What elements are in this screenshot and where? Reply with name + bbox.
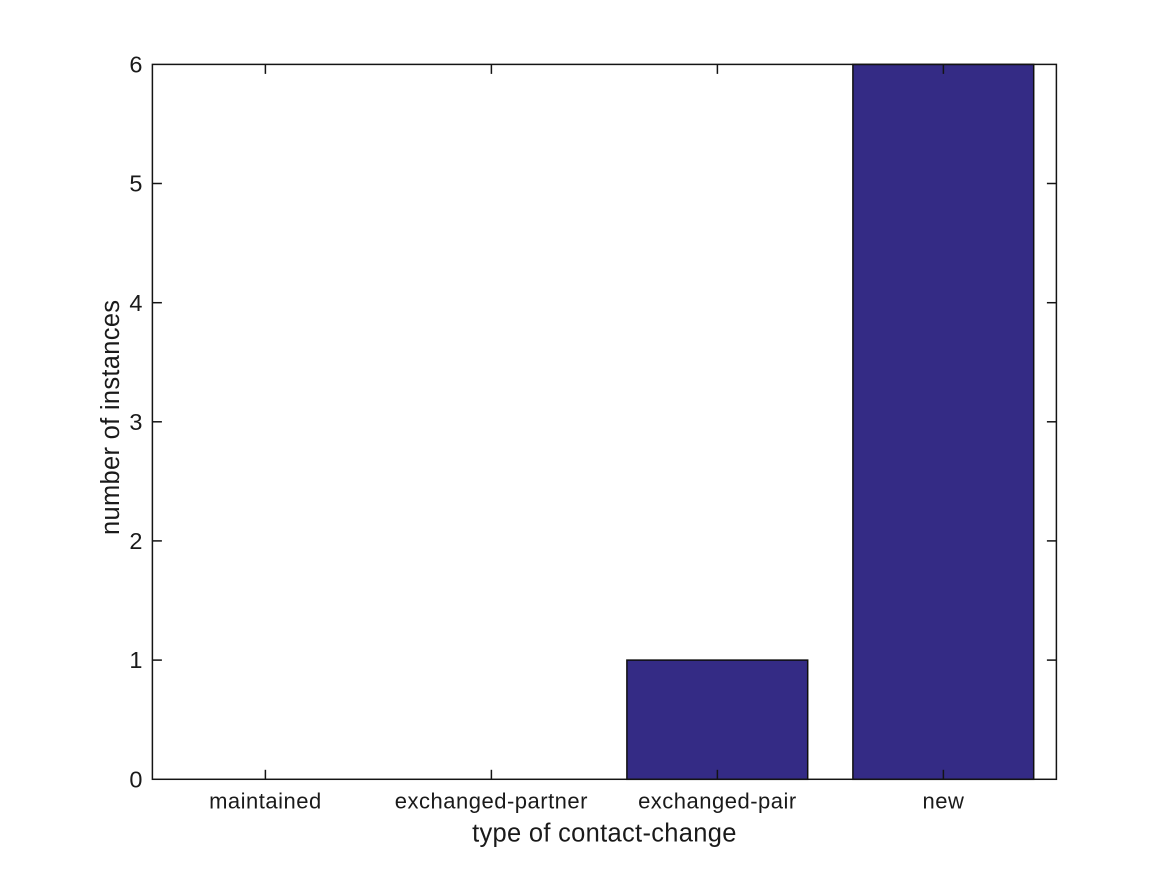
- svg-text:6: 6: [129, 52, 142, 78]
- svg-text:2: 2: [129, 528, 142, 554]
- svg-text:1: 1: [129, 647, 142, 673]
- svg-text:new: new: [922, 788, 964, 813]
- svg-text:0: 0: [129, 766, 142, 792]
- svg-text:exchanged-partner: exchanged-partner: [395, 788, 588, 813]
- svg-text:5: 5: [129, 171, 142, 197]
- svg-text:exchanged-pair: exchanged-pair: [638, 788, 797, 813]
- svg-text:number of instances: number of instances: [97, 300, 125, 535]
- svg-text:4: 4: [129, 290, 142, 316]
- svg-text:type of contact-change: type of contact-change: [472, 820, 737, 848]
- svg-text:maintained: maintained: [209, 788, 322, 813]
- svg-text:3: 3: [129, 409, 142, 435]
